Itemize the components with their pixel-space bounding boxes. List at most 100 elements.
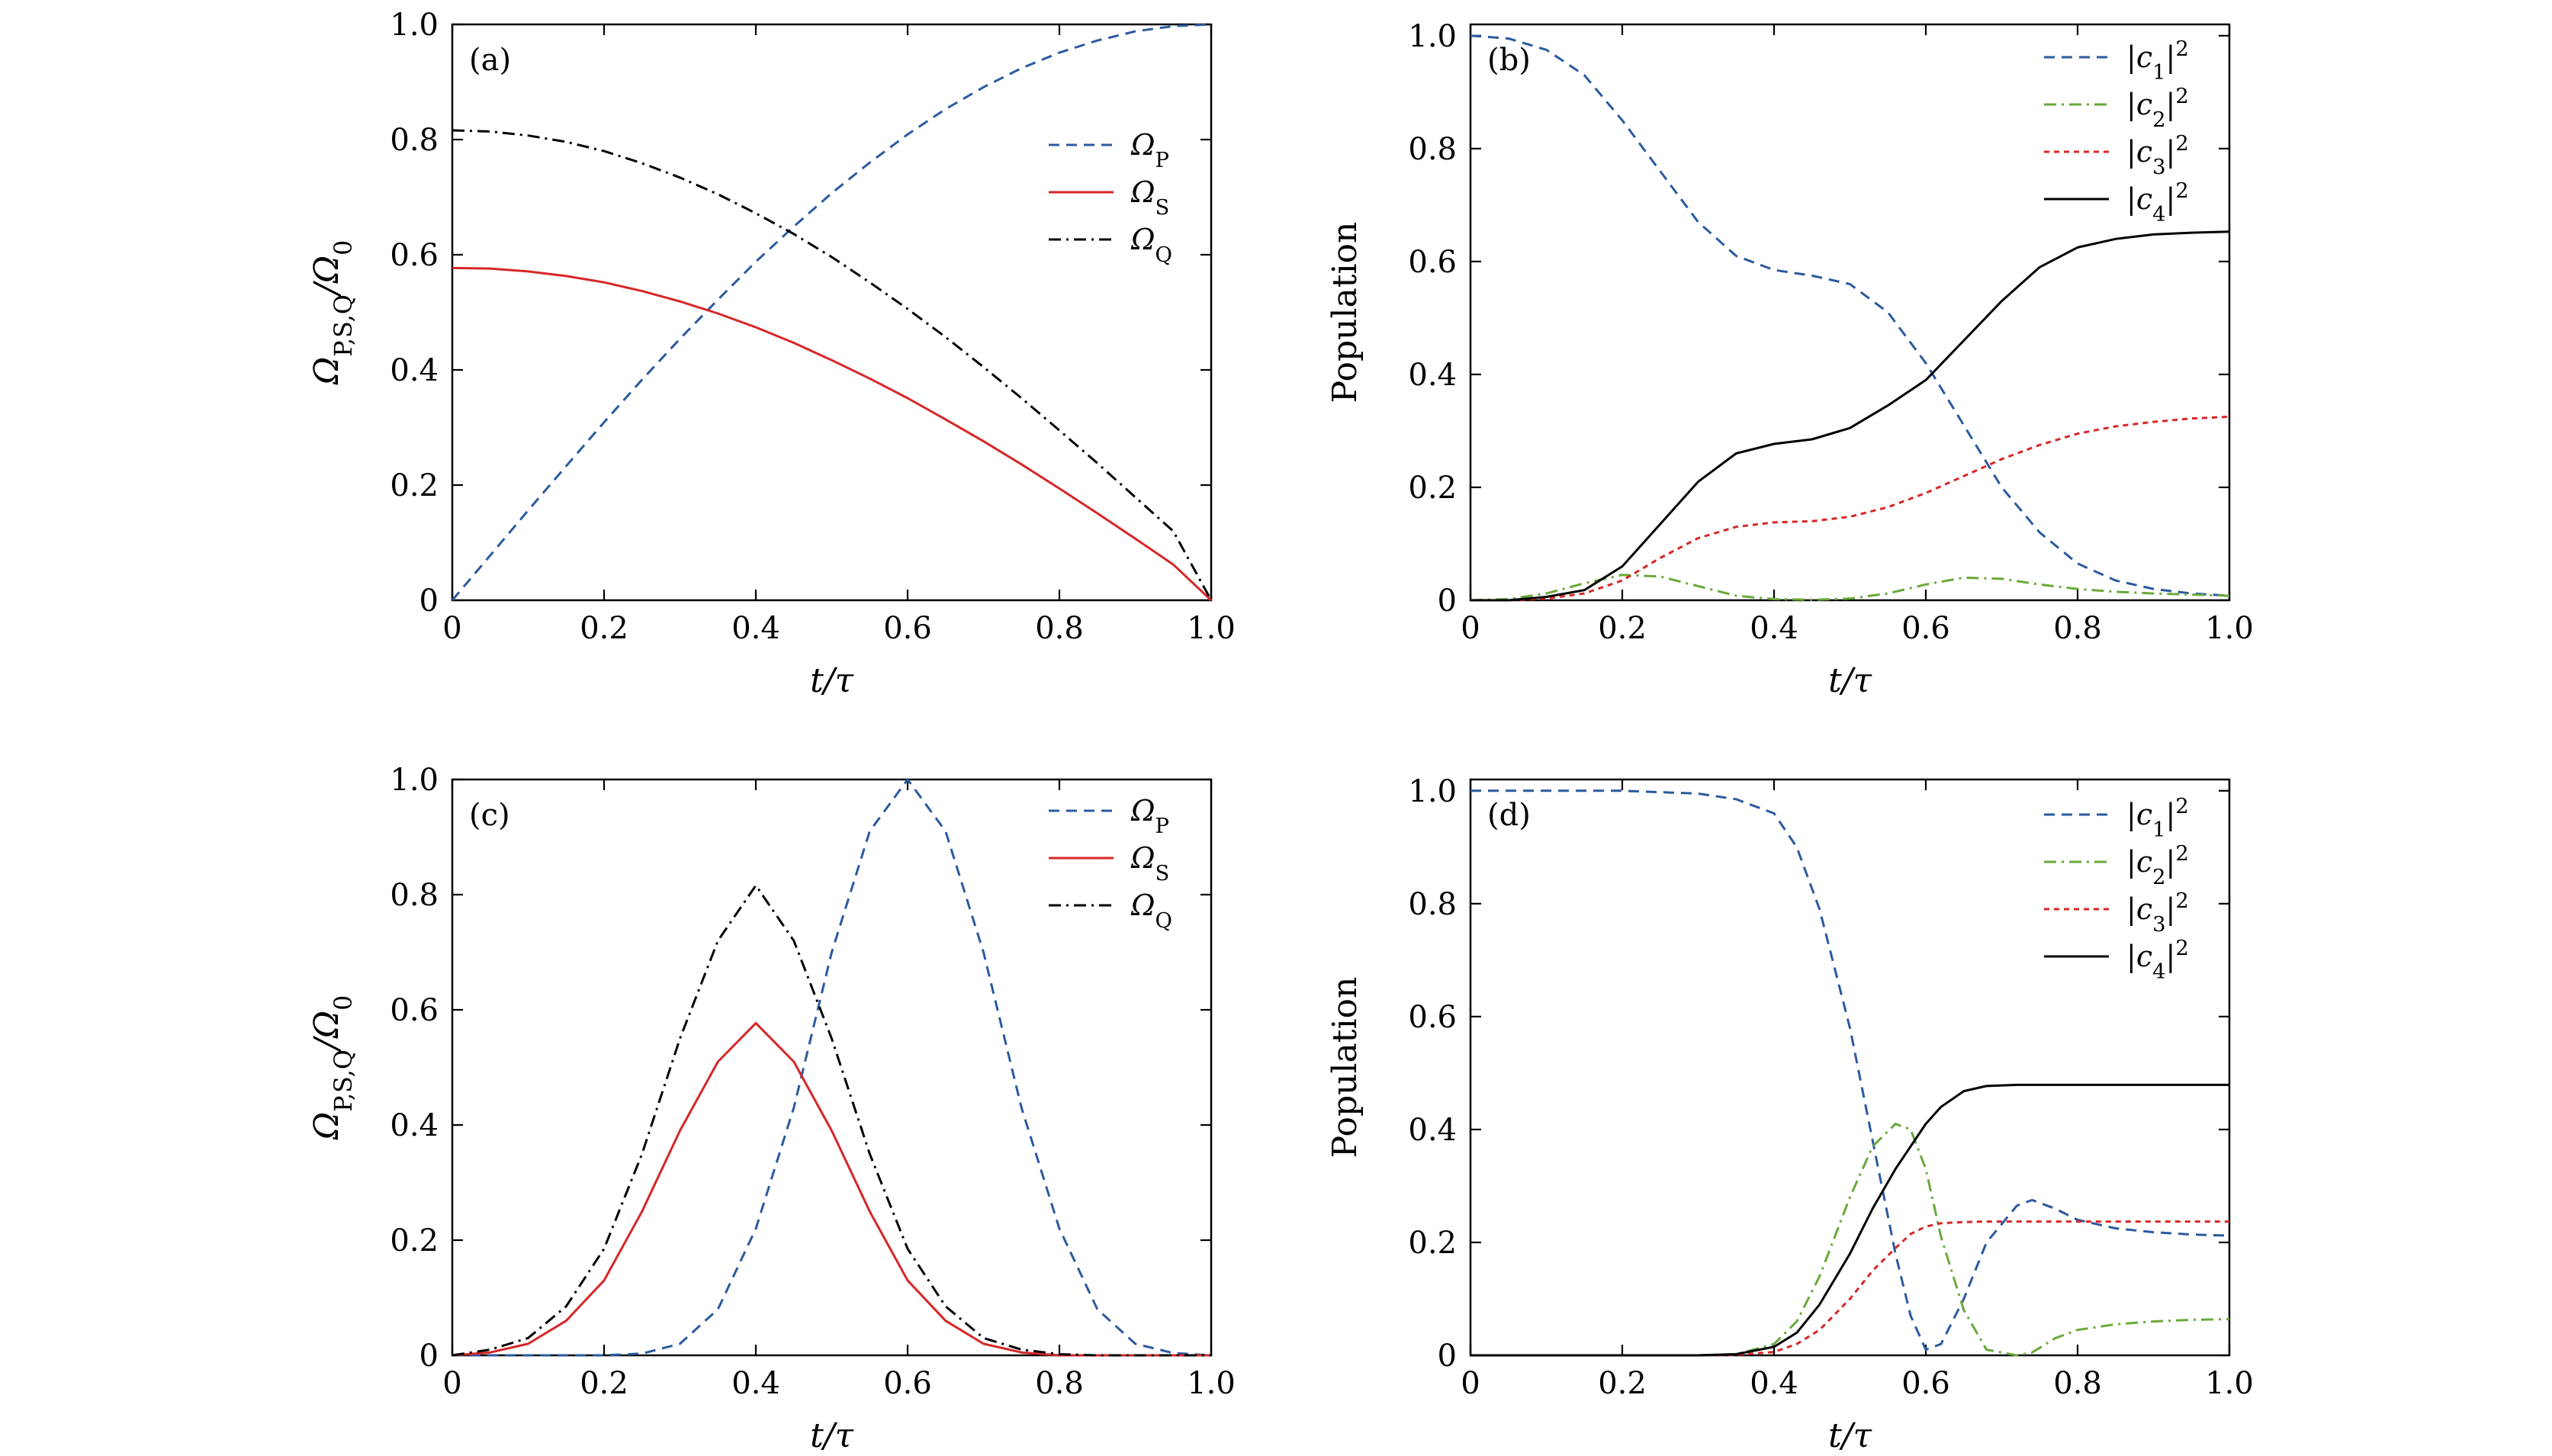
panel-d: 0 0.2 0.4 0.6 0.8 1.0 0 0.2 0.4 0.6 0.8 1.0 t/τ Popul… [1326,774,2254,1455]
plot-frame [451,23,1213,602]
legend-label: ΩS [1130,841,1169,885]
x-tick-label: 0 [442,1366,461,1401]
y-tick-label: 0.4 [390,353,439,388]
x-tick-label: 0.4 [731,611,780,646]
series-line-1 [1470,789,2230,1352]
y-tick-label: 0.6 [1408,245,1457,280]
legend-label: |c3|2 [2126,132,2189,179]
y-tick-label: 0.4 [1408,358,1457,393]
y-tick-label: 0.8 [390,123,439,158]
legend-label: |c2|2 [2126,85,2189,132]
legend-label: |c4|2 [2126,179,2189,227]
legend-label: |c2|2 [2126,842,2189,889]
x-tick-label: 0.6 [883,1366,932,1401]
series-line-2 [1470,1123,2230,1357]
series-line-3 [452,884,1211,1357]
y-tick-label: 0.2 [390,468,439,503]
legend-label: ΩP [1130,128,1169,172]
x-tick-label: 0.2 [1598,611,1647,646]
plot-frame [1469,23,2231,602]
legend-label: |c3|2 [2126,889,2189,937]
series-line-4 [1470,1083,2229,1357]
y-axis-title: ΩP,S,Q/Ω0 [307,995,358,1141]
x-tick-label: 0.2 [580,1366,628,1401]
y-tick-label: 0 [1438,1339,1457,1374]
x-tick-label: 1.0 [1187,611,1236,646]
x-axis-title: t/τ [1828,661,1872,700]
legend-label: |c1|2 [2126,37,2189,85]
y-tick-label: 0.8 [390,878,439,913]
y-axis-title: Population [1326,977,1364,1159]
x-tick-label: 1.0 [2205,1366,2254,1401]
panel-label: (c) [469,798,510,833]
x-tick-label: 0.8 [2053,1366,2102,1401]
x-tick-label: 0.6 [1901,1366,1950,1401]
legend-label: ΩQ [1130,889,1172,933]
x-axis-title: t/τ [810,661,854,700]
x-tick-label: 0.6 [883,611,932,646]
y-axis-title: ΩP,S,Q/Ω0 [307,240,358,386]
y-tick-label: 1.0 [390,763,439,798]
y-tick-label: 1.0 [1408,19,1457,54]
y-tick-label: 0.8 [1408,132,1457,167]
y-tick-label: 0 [1438,583,1457,619]
x-tick-label: 0.6 [1901,611,1950,646]
legend-label: ΩP [1130,794,1169,838]
series-line-4 [1470,230,2230,602]
x-tick-label: 0.2 [580,611,628,646]
y-tick-label: 0.8 [1408,887,1457,922]
y-tick-label: 1.0 [390,8,439,43]
legend-label: |c4|2 [2126,937,2189,984]
panel-label: (d) [1487,798,1531,833]
x-tick-label: 1.0 [2205,611,2254,646]
legend: |c1|2|c2|2|c3|2|c4|2 [2044,795,2189,984]
y-tick-label: 0.6 [390,238,439,273]
x-tick-label: 0.4 [731,1366,780,1401]
legend-label: ΩS [1130,175,1169,220]
plot-frame [451,778,1213,1357]
legend-label: |c1|2 [2126,795,2189,842]
panel-b: 0 0.2 0.4 0.6 0.8 1.0 0 0.2 0.4 0.6 0.8 1.0 t/τ Popul… [1326,19,2254,700]
y-tick-label: 0.2 [390,1223,439,1258]
y-tick-label: 0.2 [1408,1226,1457,1261]
x-tick-label: 0.8 [1035,611,1084,646]
y-tick-label: 0.4 [390,1108,439,1143]
legend: |c1|2|c2|2|c3|2|c4|2 [2044,37,2189,227]
series-line-3 [452,129,1213,601]
series-line-1 [451,23,1212,601]
x-tick-label: 0.4 [1750,1366,1798,1401]
series-line-1 [452,778,1212,1357]
panel-c: 0 0.2 0.4 0.6 0.8 1.0 0 0.2 0.4 0.6 0.8 1.0 t/τ ΩP,S,… [307,763,1236,1455]
y-tick-label: 0.2 [1408,471,1457,506]
panel-label: (a) [469,43,511,78]
y-tick-label: 0 [419,583,439,619]
y-tick-label: 0.4 [1408,1113,1457,1148]
x-tick-label: 0.8 [1035,1366,1084,1401]
series-line-2 [452,266,1213,602]
series-line-3 [1470,1220,2229,1357]
y-tick-label: 1.0 [1408,774,1457,809]
y-tick-label: 0.6 [1408,1000,1457,1035]
y-axis-title: Population [1326,222,1364,403]
x-tick-label: 0 [1461,611,1480,646]
panel-label: (b) [1487,43,1531,78]
y-tick-label: 0 [419,1339,439,1374]
panel-a: 0 0.2 0.4 0.6 0.8 1.0 0 0.2 0.4 0.6 0.8 1.0 t/τ ΩP,S,… [307,8,1236,700]
x-tick-label: 0.8 [2053,611,2102,646]
x-tick-label: 0.2 [1598,1366,1647,1401]
y-tick-label: 0.6 [390,993,439,1028]
x-axis-title: t/τ [810,1416,854,1455]
series-line-2 [1470,574,2230,602]
x-tick-label: 1.0 [1187,1366,1236,1401]
plot-frame [1469,778,2231,1357]
x-tick-label: 0 [1461,1366,1480,1401]
series-line-3 [1470,415,2230,602]
x-axis-title: t/τ [1828,1416,1872,1455]
x-tick-label: 0.4 [1750,611,1798,646]
legend-label: ΩQ [1130,223,1172,267]
series-line-1 [1470,34,2230,597]
x-tick-label: 0 [442,611,461,646]
